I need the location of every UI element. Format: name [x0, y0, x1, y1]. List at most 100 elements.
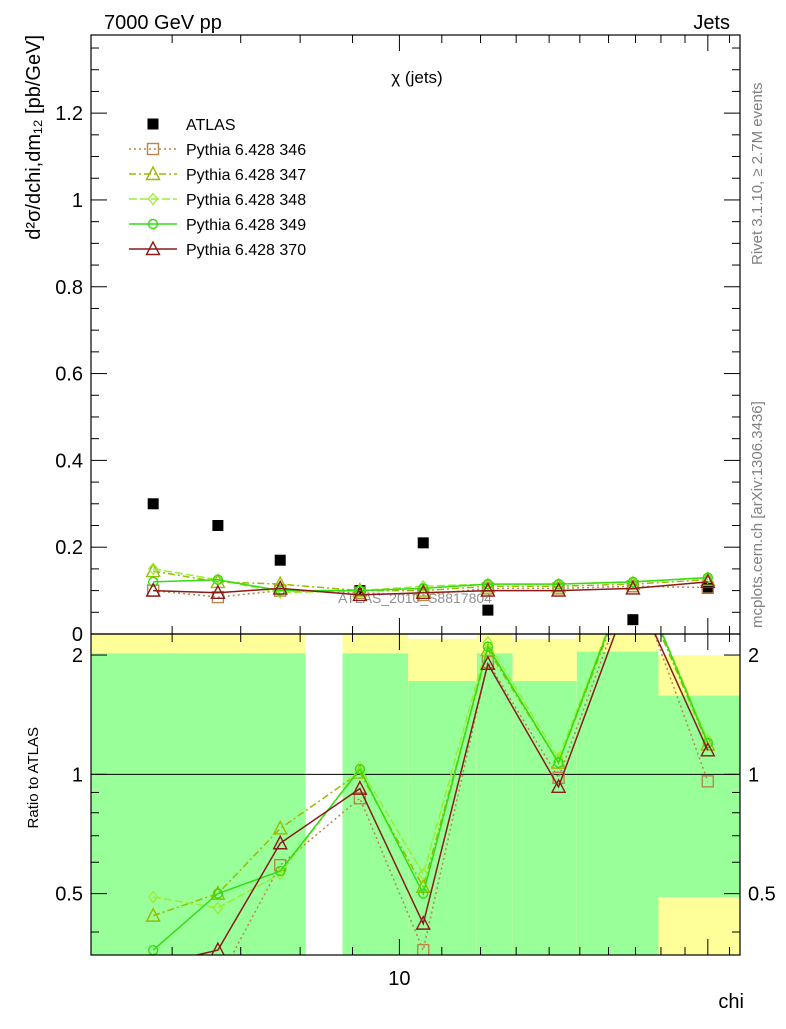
- top-series-point-5: [272, 579, 288, 595]
- legend-atlas-marker: [147, 118, 159, 130]
- top-series-point-5: [210, 584, 226, 599]
- top-series-point-3: [553, 577, 564, 591]
- ratio-series-point-3: [212, 888, 224, 899]
- legend-marker-3: [147, 192, 159, 206]
- bottom-ylabel: Ratio to ATLAS: [25, 727, 42, 828]
- atlas-point: [274, 554, 286, 566]
- top-ytick-label: 0.8: [55, 277, 83, 299]
- ratio-series-point-3: [275, 865, 286, 877]
- top-series-point-3: [627, 575, 639, 589]
- top-series-point-5: [352, 586, 368, 602]
- x-axis-title: chi: [718, 991, 744, 1013]
- top-series-point-2: [272, 575, 288, 591]
- ratio-series-line-4: [193, 634, 709, 955]
- top-series-point-4: [212, 574, 224, 585]
- ratio-series-line-1: [152, 634, 709, 917]
- top-series-point-3: [354, 584, 366, 598]
- atlas-point: [212, 519, 224, 531]
- mcplots-label: mcplots.cern.ch [arXiv:1306.3436]: [749, 401, 766, 628]
- legend-label-3: Pythia 6.428 348: [186, 192, 306, 209]
- ratio-series-line-0: [231, 634, 709, 955]
- top-series-line-1: [153, 585, 708, 598]
- legend-label-1: Pythia 6.428 346: [186, 142, 306, 159]
- top-series-point-3: [482, 577, 494, 591]
- ratio-series-point-4: [550, 778, 567, 794]
- bottom-ytick-label-right: 1: [748, 764, 759, 786]
- ratio-series-point-1: [272, 819, 288, 835]
- uncertainty-bands: [91, 634, 740, 955]
- top-series-point-4: [147, 576, 159, 588]
- top-ytick-label: 0.6: [55, 364, 83, 386]
- rivet-label: Rivet 3.1.10, ≥ 2.7M events: [749, 83, 766, 266]
- atlas-point: [147, 498, 159, 510]
- legend-marker-4: [147, 218, 159, 230]
- band-inner-2: [342, 653, 409, 955]
- ratio-series-point-1: [550, 754, 567, 769]
- atlas-point: [627, 614, 639, 626]
- ratio-series-point-2: [212, 901, 224, 915]
- ratio-series-point-3: [702, 737, 714, 749]
- atlas-point: [482, 604, 494, 616]
- ratio-series-point-0: [353, 792, 367, 805]
- ratio-series-point-4: [147, 958, 160, 971]
- top-series-point-4: [627, 576, 639, 588]
- ratio-series-line-3: [152, 634, 709, 951]
- top-series-point-5: [480, 582, 496, 597]
- band-inner-5: [512, 680, 577, 955]
- top-ylabel: d²σ/dchi,dm₁₂ [pb/GeV]: [23, 35, 45, 240]
- ratio-series-point-3: [354, 764, 366, 775]
- bottom-ytick-label-left: 1: [72, 764, 83, 786]
- legend-label-0: ATLAS: [186, 117, 236, 134]
- legend: ATLAS Pythia 6.428 346 Pythia 6.428 347 Pyt…: [129, 117, 306, 259]
- top-series-point-4: [482, 578, 494, 590]
- top-series-point-4: [553, 578, 564, 590]
- bottom-frame: [90, 633, 741, 956]
- band-inner-7: [658, 695, 740, 898]
- bottom-ytick-label-right: 0.5: [748, 884, 776, 906]
- ratio-series-point-2: [702, 733, 714, 747]
- ratio-series-point-4: [480, 655, 496, 671]
- top-panel-marks: [145, 498, 716, 626]
- top-series-point-2: [415, 582, 431, 597]
- ratio-series-point-1: [145, 907, 161, 922]
- legend-marker-2: [145, 165, 161, 181]
- top-ytick-label: 1.2: [55, 103, 83, 125]
- axes: 0 0.2 0.4 0.6 0.8 1 1.2 10 0.5 0.5 1 1 2 2: [55, 34, 776, 990]
- ratio-series-point-4: [415, 915, 431, 930]
- top-series-line-5: [153, 581, 708, 596]
- ratio-series-point-3: [628, 559, 637, 568]
- top-ytick-label: 0.4: [55, 450, 83, 472]
- legend-label-4: Pythia 6.428 349: [186, 217, 306, 234]
- ratio-series-line-2: [153, 634, 709, 909]
- plot-title: χ (jets): [391, 68, 442, 87]
- header-right: Jets: [693, 12, 730, 34]
- atlas-point: [417, 537, 429, 549]
- ratio-series-point-0: [212, 976, 223, 987]
- legend-label-2: Pythia 6.428 347: [186, 167, 306, 184]
- top-ytick-label: 0.2: [55, 537, 83, 559]
- top-series-point-5: [145, 582, 161, 597]
- bottom-ytick-label-left: 2: [72, 645, 83, 667]
- ratio-series-point-4: [272, 834, 288, 850]
- header-left: 7000 GeV pp: [104, 12, 222, 34]
- band-inner-4: [476, 653, 513, 955]
- legend-marker-5: [145, 240, 161, 256]
- ratio-series-point-4: [210, 941, 225, 955]
- legend-marker-1: [146, 142, 160, 156]
- ratio-series-point-3: [482, 641, 494, 652]
- top-series-point-3: [147, 562, 159, 576]
- ratio-series-point-1: [626, 562, 639, 575]
- top-ytick-label: 1: [72, 190, 83, 212]
- top-series-point-3: [702, 571, 714, 585]
- ratio-series-point-0: [417, 943, 430, 955]
- ratio-series-point-4: [352, 780, 368, 795]
- bottom-ytick-label-left: 0.5: [55, 884, 83, 906]
- top-ytick-label: 0: [72, 624, 83, 646]
- atlas-point: [702, 582, 714, 594]
- bottom-ytick-label-right: 2: [748, 645, 759, 667]
- ratio-series-point-0: [148, 1007, 159, 1018]
- ratio-series-point-3: [553, 757, 564, 768]
- ratio-series-point-2: [417, 867, 429, 881]
